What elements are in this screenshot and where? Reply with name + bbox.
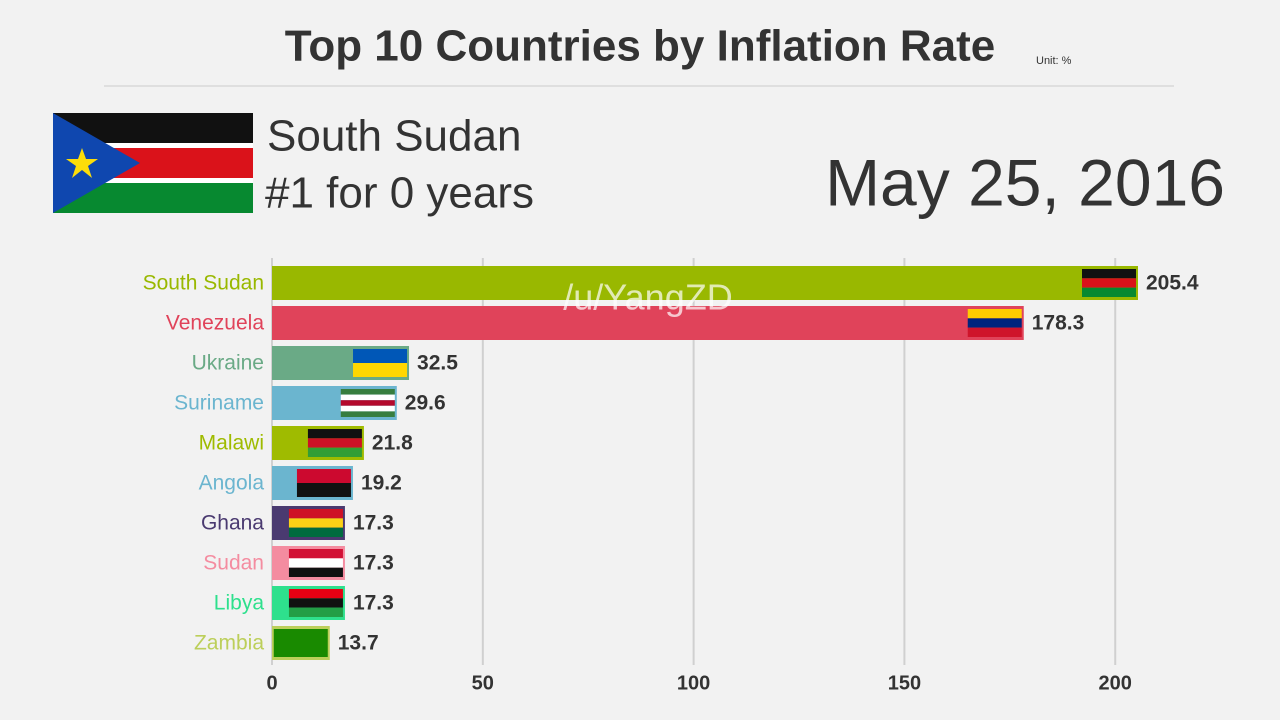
flag-stripe [340, 400, 395, 406]
flag-stripe [340, 405, 395, 412]
leader-name: South Sudan [267, 112, 521, 161]
flag-stripe [288, 598, 343, 608]
category-label: South Sudan [143, 272, 264, 295]
flag [296, 469, 351, 497]
flag-stripe [307, 429, 362, 439]
x-tick-label: 150 [888, 672, 921, 694]
x-tick-label: 50 [472, 672, 494, 694]
flag [288, 549, 343, 577]
flag [288, 509, 343, 537]
flag-stripe [273, 629, 328, 657]
flag-stripe [296, 469, 351, 483]
flag-stripe [288, 589, 343, 599]
leader-flag [53, 113, 253, 213]
watermark: /u/YangZD [563, 277, 732, 318]
category-label: Sudan [203, 552, 264, 575]
bar [272, 306, 1024, 340]
flag-stripe [288, 567, 343, 577]
value-label: 13.7 [338, 632, 379, 655]
flag-stripe [340, 394, 395, 401]
flag [353, 349, 408, 377]
flag-stripe [1082, 278, 1136, 288]
flag-stripe [288, 549, 343, 559]
value-label: 178.3 [1032, 312, 1085, 335]
flag-stripe [288, 509, 343, 519]
value-label: 17.3 [353, 592, 394, 615]
flag-stripe [296, 483, 351, 497]
chart-title: Top 10 Countries by Inflation Rate [285, 22, 996, 71]
value-label: 32.5 [417, 352, 458, 375]
flag-stripe [288, 607, 343, 617]
value-label: 21.8 [372, 432, 413, 455]
leader-streak: #1 for 0 years [265, 169, 534, 218]
category-label: Libya [214, 592, 265, 615]
flag-stripe [353, 349, 408, 363]
flag [273, 629, 328, 657]
flag [967, 309, 1022, 337]
x-tick-label: 200 [1099, 672, 1132, 694]
bar [272, 266, 1138, 300]
flag-stripe [967, 309, 1022, 319]
category-label: Malawi [199, 432, 264, 455]
flag-stripe [340, 389, 395, 395]
flag-stripe [1082, 287, 1136, 297]
flag-stripe [288, 558, 343, 568]
flag [340, 389, 395, 417]
flag [288, 589, 343, 617]
value-label: 19.2 [361, 472, 402, 495]
flag-stripe [967, 327, 1022, 337]
value-label: 17.3 [353, 512, 394, 535]
category-label: Suriname [174, 392, 264, 415]
value-label: 205.4 [1146, 272, 1199, 295]
category-label: Venezuela [166, 312, 264, 335]
x-tick-label: 100 [677, 672, 710, 694]
flag-stripe [967, 318, 1022, 328]
x-tick-label: 0 [266, 672, 277, 694]
flag-stripe [288, 518, 343, 528]
category-label: Ghana [201, 512, 264, 535]
flag-stripe [307, 447, 362, 457]
value-label: 17.3 [353, 552, 394, 575]
flag [307, 429, 362, 457]
flag-stripe [1082, 269, 1136, 279]
flag-stripe [307, 438, 362, 448]
flag-stripe [340, 411, 395, 417]
category-label: Zambia [194, 632, 264, 655]
flag-stripe [353, 363, 408, 377]
date-label: May 25, 2016 [825, 145, 1225, 219]
value-label: 29.6 [405, 392, 446, 415]
unit-label: Unit: % [1036, 55, 1072, 67]
category-label: Angola [199, 472, 265, 495]
flag-stripe [288, 527, 343, 537]
category-label: Ukraine [192, 352, 264, 375]
flag [1082, 269, 1136, 297]
plot: 0 50 100 150 200 South Sudan 205.4 Venezuela 178… [143, 258, 1199, 694]
